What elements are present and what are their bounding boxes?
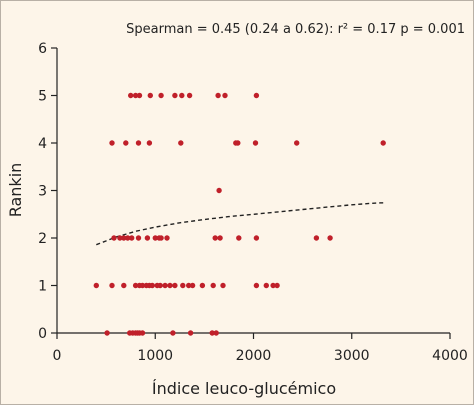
- data-point: [125, 235, 131, 241]
- data-point: [93, 282, 100, 289]
- data-point: [121, 235, 127, 241]
- data-point: [220, 282, 226, 289]
- data-point: [139, 282, 146, 289]
- data-point: [135, 140, 142, 146]
- y-tick-label: 4: [38, 136, 47, 152]
- data-point: [179, 92, 185, 99]
- axes: 0 1 2 3 4 5 6 0 1000 2000 3000 4000: [38, 41, 468, 364]
- x-tick-label: 2000: [236, 348, 272, 364]
- data-point: [129, 235, 135, 241]
- data-point: [158, 92, 164, 99]
- data-point: [187, 330, 194, 336]
- data-point: [109, 140, 115, 146]
- data-point: [147, 92, 153, 99]
- data-point: [216, 187, 222, 194]
- data-point: [199, 282, 206, 289]
- data-point: [139, 330, 146, 336]
- data-point: [152, 235, 158, 241]
- data-point: [252, 140, 259, 146]
- data-point: [111, 235, 117, 241]
- data-point: [313, 235, 320, 241]
- data-point: [144, 235, 151, 241]
- data-point: [189, 282, 196, 289]
- y-axis-title: Rankin: [6, 163, 25, 218]
- y-tick-label: 3: [38, 184, 47, 200]
- y-tick-label: 2: [38, 231, 47, 247]
- data-point: [294, 140, 300, 146]
- data-point: [121, 282, 127, 289]
- trend-line: [96, 202, 384, 246]
- data-point: [128, 92, 134, 99]
- data-point: [180, 282, 186, 289]
- data-point: [222, 92, 228, 99]
- data-point: [104, 330, 110, 336]
- trend-line-group: [96, 202, 384, 246]
- data-point: [164, 235, 170, 241]
- data-point: [215, 92, 221, 99]
- data-point: [158, 235, 164, 241]
- y-tick-label: 5: [38, 89, 47, 105]
- y-tick-label: 1: [38, 279, 47, 295]
- data-point: [274, 282, 280, 289]
- data-point: [132, 282, 139, 289]
- y-tick-label: 0: [38, 326, 47, 342]
- y-tick-label: 6: [38, 41, 47, 57]
- data-point: [253, 92, 260, 99]
- x-tick-label: 4000: [432, 348, 468, 364]
- data-point: [146, 140, 153, 146]
- data-point: [186, 92, 193, 99]
- data-point: [123, 140, 129, 146]
- data-points: [93, 92, 386, 336]
- data-point: [263, 282, 269, 289]
- data-point: [327, 235, 333, 241]
- x-tick-label: 3000: [334, 348, 370, 364]
- data-point: [109, 282, 115, 289]
- data-point: [167, 282, 173, 289]
- data-point: [236, 235, 242, 241]
- x-tick-label: 1000: [137, 348, 173, 364]
- data-point: [117, 235, 123, 241]
- data-point: [170, 330, 176, 336]
- stats-annotation: Spearman = 0.45 (0.24 a 0.62): r² = 0.17…: [126, 22, 465, 37]
- data-point: [157, 282, 163, 289]
- data-point: [270, 282, 276, 289]
- data-point: [135, 235, 142, 241]
- data-point: [136, 92, 143, 99]
- data-point: [162, 282, 168, 289]
- data-point: [149, 282, 155, 289]
- x-tick-label: 0: [53, 348, 62, 364]
- data-point: [213, 330, 219, 336]
- data-point: [253, 282, 260, 289]
- data-point: [209, 330, 215, 336]
- data-point: [178, 140, 184, 146]
- data-point: [253, 235, 260, 241]
- data-point: [212, 235, 218, 241]
- x-axis-title: Índice leuco-glucémico: [152, 379, 336, 398]
- data-point: [172, 92, 178, 99]
- data-point: [132, 92, 139, 99]
- data-point: [172, 282, 178, 289]
- data-point: [217, 235, 223, 241]
- data-point: [210, 282, 216, 289]
- data-point: [380, 140, 386, 146]
- data-point: [186, 282, 192, 289]
- data-point: [235, 140, 241, 146]
